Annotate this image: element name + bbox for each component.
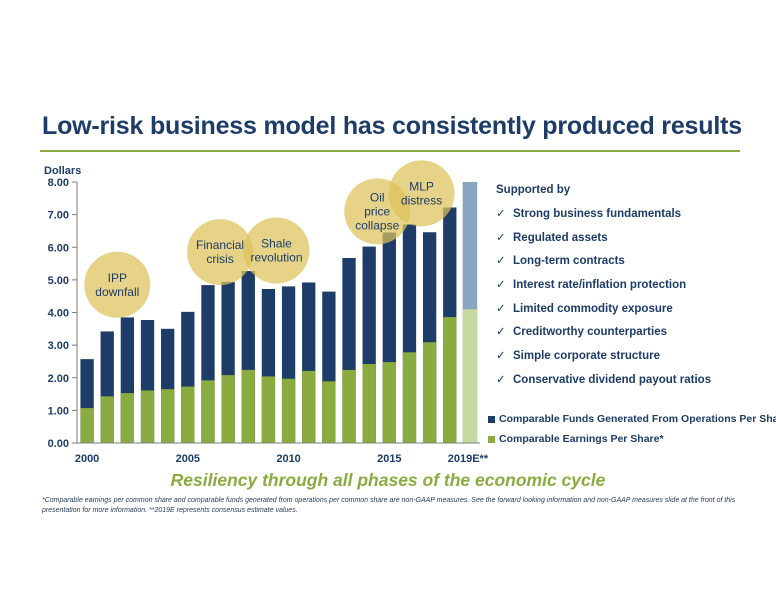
supported-item-label: Strong business fundamentals (513, 208, 682, 220)
supported-list: ✓ Strong business fundamentals ✓ Regulated … (496, 206, 711, 396)
bar-eps (362, 364, 376, 443)
bar-eps (402, 352, 417, 443)
y-tick-label: 2.00 (48, 373, 69, 385)
check-icon: ✓ (496, 231, 506, 244)
bar-eps (241, 369, 255, 443)
supported-item: ✓ Regulated assets (496, 230, 711, 254)
legend-label-ffo: Comparable Funds Generated From Operatio… (499, 413, 776, 425)
page-title: Low-risk business model has consistently… (42, 112, 742, 140)
y-axis-label: Dollars (44, 165, 81, 177)
supported-item-label: Regulated assets (513, 231, 608, 244)
annotation-line: distress (401, 193, 442, 207)
bar-eps (80, 408, 94, 443)
y-tick-label: 6.00 (48, 242, 69, 254)
bar-eps (322, 381, 336, 443)
y-tick-label: 3.00 (48, 340, 69, 352)
legend-label-eps: Comparable Earnings Per Share* (499, 433, 664, 445)
supported-item-label: Interest rate/inflation protection (513, 279, 687, 292)
earnings-chart: Dollars 0.00 1.00 2.00 3.00 4.00 5.00 6.00 7.00 8… (44, 160, 489, 465)
supported-item-label: Conservative dividend payout ratios (513, 373, 712, 386)
bar-eps (120, 393, 135, 443)
annotation-label: Financial crisis (196, 238, 244, 266)
legend-swatch-eps (488, 435, 495, 443)
supported-item: ✓ Strong business fundamentals (496, 206, 711, 230)
check-icon: ✓ (496, 208, 506, 220)
chart-legend: Comparable Funds Generated From Operatio… (488, 409, 776, 449)
annotation-bubble (388, 160, 455, 227)
legend-item-eps: Comparable Earnings Per Share* (488, 429, 776, 449)
bar-eps (382, 362, 396, 443)
supported-item-label: Simple corporate structure (513, 350, 660, 363)
bar-eps (281, 378, 296, 443)
annotation-line: price (364, 204, 390, 218)
x-tick-label: 2010 (276, 453, 300, 465)
supported-item: ✓ Interest rate/inflation protection (496, 277, 711, 301)
annotation-line: IPP (108, 271, 127, 285)
y-tick-label: 7.00 (48, 210, 69, 222)
annotation-line: collapse (355, 218, 399, 232)
y-tick-label: 0.00 (48, 438, 69, 450)
bar-eps (342, 369, 356, 443)
supported-heading: Supported by (496, 184, 571, 196)
annotation-bubble (243, 217, 310, 284)
y-tick-label: 4.00 (48, 308, 69, 320)
check-icon: ✓ (496, 302, 506, 315)
supported-item: ✓ Long-term contracts (496, 253, 711, 277)
y-tick-label: 1.00 (48, 405, 69, 417)
footnote: *Comparable earnings per common share an… (42, 497, 736, 514)
supported-item-label: Creditworthy counterparties (513, 326, 667, 339)
supported-item-label: Long-term contracts (513, 255, 625, 268)
title-divider (40, 150, 740, 152)
legend-swatch-ffo (488, 415, 495, 423)
check-icon: ✓ (496, 255, 506, 268)
check-icon: ✓ (496, 350, 506, 363)
x-tick-label: 2019E** (448, 453, 489, 465)
bar-eps (462, 309, 478, 443)
x-tick-label: 2000 (75, 453, 99, 465)
bar-eps (261, 376, 276, 443)
y-tick-label: 5.00 (48, 275, 69, 287)
annotation-line: Oil (370, 190, 385, 204)
supported-item: ✓ Limited commodity exposure (496, 301, 711, 325)
annotation-line: downfall (95, 285, 139, 299)
bar-eps (181, 386, 195, 443)
legend-item-ffo: Comparable Funds Generated From Operatio… (488, 409, 776, 429)
annotation-line: MLP (409, 179, 434, 193)
supported-item: ✓ Creditworthy counterparties (496, 324, 711, 348)
check-icon: ✓ (496, 373, 506, 386)
annotation-bubble (84, 251, 151, 318)
x-tick-label: 2015 (377, 453, 401, 465)
annotation-line: Shale (261, 237, 292, 251)
bar-eps (100, 396, 114, 443)
bar-eps (161, 389, 175, 443)
bar-eps (443, 317, 457, 443)
bar-eps (302, 370, 316, 443)
annotation-line: Financial (196, 238, 244, 252)
bar-eps (422, 342, 437, 443)
y-tick-label: 8.00 (48, 177, 69, 189)
bar-eps (221, 375, 235, 443)
annotation-label: Shale revolution (250, 237, 302, 265)
bar-eps (140, 390, 155, 443)
supported-item-label: Limited commodity exposure (513, 302, 673, 315)
supported-item: ✓ Conservative dividend payout ratios (496, 372, 711, 396)
annotation-label: Oil price collapse (355, 190, 399, 232)
tagline: Resiliency through all phases of the eco… (170, 470, 606, 490)
check-icon: ✓ (496, 326, 506, 339)
annotation-label: MLP distress (401, 179, 442, 207)
annotation-bubble (187, 219, 254, 286)
check-icon: ✓ (496, 279, 506, 292)
annotation-line: revolution (250, 251, 302, 265)
supported-item: ✓ Simple corporate structure (496, 348, 711, 372)
annotation-line: crisis (206, 252, 233, 266)
annotation-label: IPP downfall (95, 271, 139, 299)
bar-eps (201, 380, 215, 443)
x-tick-label: 2005 (176, 453, 200, 465)
